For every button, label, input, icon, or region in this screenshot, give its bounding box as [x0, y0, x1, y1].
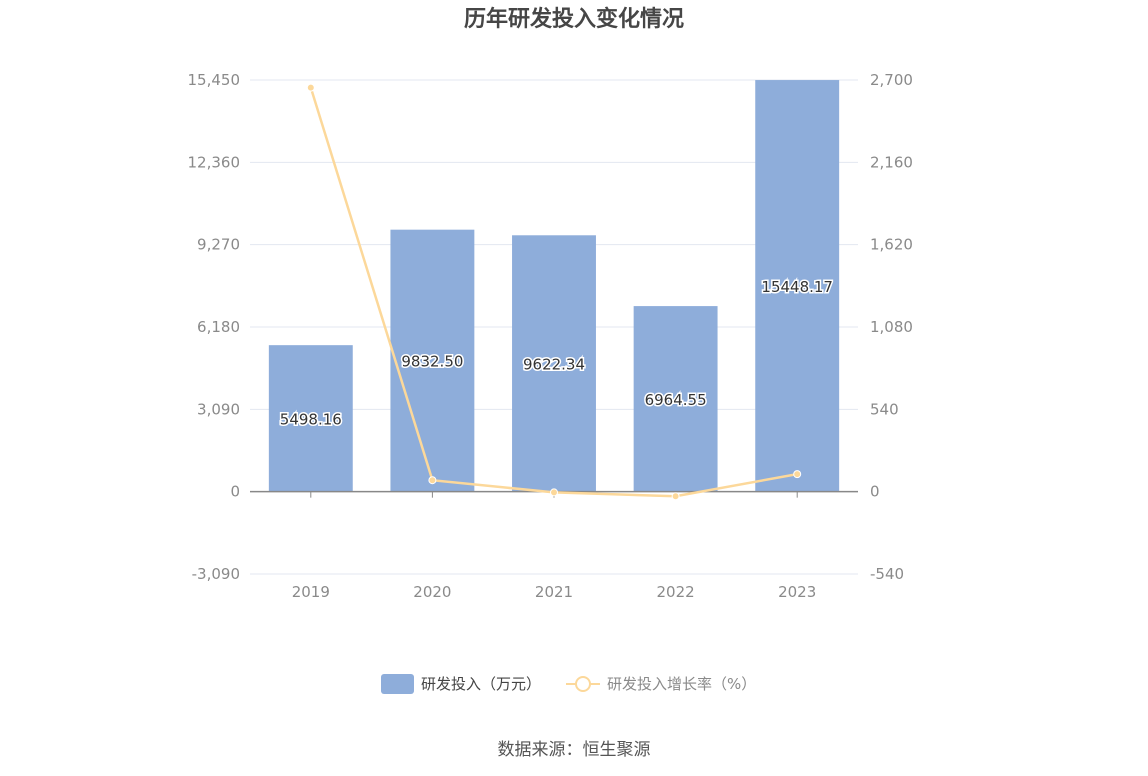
legend-bar-swatch [381, 674, 414, 694]
y-left-tick-label: 9,270 [197, 236, 240, 254]
x-tick-label: 2022 [657, 583, 695, 601]
legend-label-line: 研发投入增长率（%） [607, 675, 756, 693]
bar-value-label: 6964.55 [645, 391, 707, 409]
bar[interactable] [633, 306, 718, 492]
legend-line-marker [575, 676, 591, 692]
line-point[interactable] [671, 492, 680, 501]
y-right-tick-label: 1,080 [870, 318, 913, 336]
y-right-tick-label: 2,700 [870, 71, 913, 89]
legend-item-line[interactable]: 研发投入增长率（%） [566, 675, 756, 693]
y-right-tick-label: 0 [870, 483, 880, 501]
bar[interactable] [268, 345, 353, 492]
source-note: 数据来源：恒生聚源 [498, 740, 651, 760]
chart-title: 历年研发投入变化情况 [464, 6, 684, 32]
line-point[interactable] [306, 83, 315, 92]
axes: -3,090 -540 0 0 3,090 540 6,180 1,080 9,270 1,620… [188, 71, 913, 601]
legend-item-bar[interactable]: 研发投入（万元） [381, 674, 541, 694]
line-series [306, 83, 802, 501]
bar-value-label: 5498.16 [280, 410, 342, 428]
y-left-tick-label: -3,090 [192, 565, 240, 583]
line-point[interactable] [550, 488, 558, 497]
x-tick-label: 2020 [413, 583, 451, 601]
y-left-tick-label: 3,090 [197, 400, 240, 418]
y-left-tick-label: 6,180 [197, 318, 240, 336]
bar[interactable] [512, 235, 596, 492]
line-point[interactable] [428, 476, 437, 485]
y-right-tick-label: 1,620 [870, 236, 913, 254]
x-tick-label: 2019 [292, 583, 330, 601]
legend: 研发投入（万元） 研发投入增长率（%） [381, 674, 756, 694]
y-right-tick-label: -540 [870, 565, 904, 583]
y-left-tick-label: 12,360 [188, 153, 241, 171]
y-left-tick-label: 0 [230, 483, 240, 501]
y-left-tick-label: 15,450 [188, 71, 241, 89]
bar-labels: 5498.16 9832.50 9622.34 6964.55 15448.17 [278, 276, 834, 430]
x-tick-label: 2021 [535, 583, 573, 601]
bar[interactable] [755, 80, 840, 492]
y-right-tick-label: 2,160 [870, 153, 913, 171]
bar-series [268, 80, 840, 492]
bar-value-label: 15448.17 [761, 278, 833, 296]
legend-label-bar: 研发投入（万元） [421, 675, 541, 693]
bar[interactable] [390, 229, 475, 492]
bar-value-label: 9622.34 [523, 355, 585, 373]
bar-value-label: 9832.50 [401, 353, 463, 371]
line-point[interactable] [793, 470, 802, 479]
x-tick-label: 2023 [778, 583, 816, 601]
y-right-tick-label: 540 [870, 400, 899, 418]
